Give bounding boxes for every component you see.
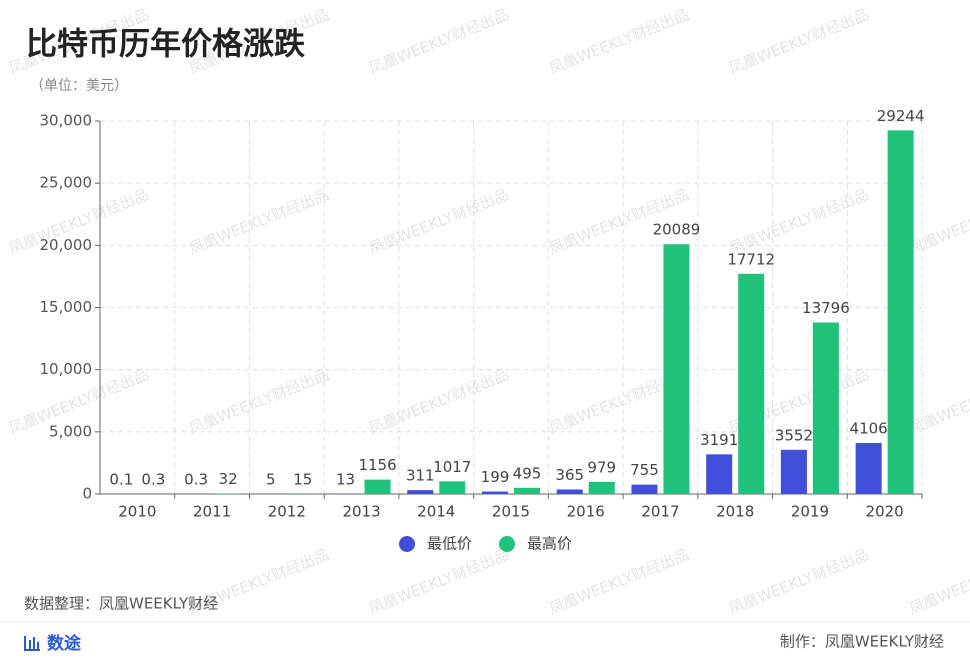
watermark: 凤凰WEEKLY财经出品 bbox=[726, 185, 871, 258]
bar bbox=[588, 481, 615, 494]
x-tick-label: 2016 bbox=[567, 503, 605, 521]
value-label: 1017 bbox=[433, 458, 471, 476]
y-tick-label: 20,000 bbox=[40, 236, 93, 254]
bar bbox=[407, 490, 434, 494]
value-label: 755 bbox=[630, 461, 659, 479]
y-tick-label: 5,000 bbox=[49, 422, 92, 440]
value-label: 17712 bbox=[727, 250, 775, 268]
bar bbox=[780, 449, 807, 494]
y-tick-label: 0 bbox=[82, 485, 92, 503]
legend-marker bbox=[499, 536, 515, 552]
legend-label: 最低价 bbox=[427, 535, 472, 553]
value-label: 15 bbox=[293, 470, 312, 488]
source-note: 数据整理：凤凰WEEKLY财经 bbox=[24, 595, 218, 613]
brand: 数途 bbox=[47, 633, 82, 654]
watermark: 凤凰WEEKLY财经出品 bbox=[366, 545, 511, 618]
x-tick-label: 2012 bbox=[268, 503, 306, 521]
value-label: 29244 bbox=[877, 107, 925, 125]
value-label: 4106 bbox=[850, 419, 888, 437]
bar bbox=[439, 481, 466, 494]
bar bbox=[364, 479, 391, 494]
value-label: 0.3 bbox=[141, 470, 165, 488]
chart-title: 比特币历年价格涨跌 bbox=[26, 27, 305, 63]
bar bbox=[812, 322, 839, 494]
bar bbox=[706, 454, 733, 494]
watermark: 凤凰WEEKLY财经出品 bbox=[726, 5, 871, 78]
x-tick-label: 2010 bbox=[118, 503, 156, 521]
watermark: 凤凰WEEKLY财经出品 bbox=[906, 365, 970, 438]
x-tick-label: 2014 bbox=[417, 503, 455, 521]
value-label: 20089 bbox=[653, 221, 701, 239]
value-label: 32 bbox=[219, 470, 238, 488]
value-label: 199 bbox=[481, 468, 510, 486]
y-tick-label: 25,000 bbox=[40, 174, 93, 192]
value-label: 13796 bbox=[802, 299, 850, 317]
value-label: 3552 bbox=[775, 426, 813, 444]
watermark: 凤凰WEEKLY财经出品 bbox=[546, 5, 691, 78]
value-label: 1156 bbox=[358, 456, 396, 474]
legend-label: 最高价 bbox=[527, 535, 572, 553]
value-label: 13 bbox=[336, 470, 355, 488]
x-tick-label: 2011 bbox=[193, 503, 231, 521]
value-label: 311 bbox=[406, 467, 435, 485]
x-tick-label: 2015 bbox=[492, 503, 530, 521]
bar bbox=[855, 442, 882, 494]
chart-subtitle: （单位：美元） bbox=[30, 78, 128, 94]
watermark: 凤凰WEEKLY财经出品 bbox=[366, 5, 511, 78]
watermark: 凤凰WEEKLY财经出品 bbox=[906, 545, 970, 618]
x-tick-label: 2017 bbox=[641, 503, 679, 521]
value-label: 0.1 bbox=[109, 470, 133, 488]
x-tick-label: 2018 bbox=[716, 503, 754, 521]
watermark: 凤凰WEEKLY财经出品 bbox=[366, 185, 511, 258]
value-label: 495 bbox=[513, 464, 542, 482]
watermark: 凤凰WEEKLY财经出品 bbox=[726, 545, 871, 618]
bar bbox=[738, 273, 765, 494]
bar bbox=[663, 244, 690, 494]
value-label: 365 bbox=[555, 466, 584, 484]
y-tick-label: 15,000 bbox=[40, 298, 93, 316]
legend-marker bbox=[399, 536, 415, 552]
y-tick-label: 10,000 bbox=[40, 360, 93, 378]
x-tick-label: 2013 bbox=[342, 503, 380, 521]
y-tick-label: 30,000 bbox=[40, 112, 93, 130]
watermark: 凤凰WEEKLY财经出品 bbox=[186, 365, 331, 438]
watermark: 凤凰WEEKLY财经出品 bbox=[366, 365, 511, 438]
x-tick-label: 2019 bbox=[791, 503, 829, 521]
credit: 制作：凤凰WEEKLY财经 bbox=[780, 633, 944, 651]
watermark: 凤凰WEEKLY财经出品 bbox=[906, 185, 970, 258]
value-label: 3191 bbox=[700, 431, 738, 449]
bar bbox=[482, 491, 508, 494]
brand-icon bbox=[24, 636, 40, 651]
bar bbox=[514, 487, 540, 494]
watermark: 凤凰WEEKLY财经出品 bbox=[186, 185, 331, 258]
bar bbox=[631, 484, 658, 494]
bar bbox=[887, 130, 914, 494]
value-label: 5 bbox=[266, 470, 276, 488]
value-label: 0.3 bbox=[184, 470, 208, 488]
bar bbox=[556, 489, 583, 494]
x-tick-label: 2020 bbox=[866, 503, 904, 521]
watermark: 凤凰WEEKLY财经出品 bbox=[546, 545, 691, 618]
value-label: 979 bbox=[587, 458, 616, 476]
